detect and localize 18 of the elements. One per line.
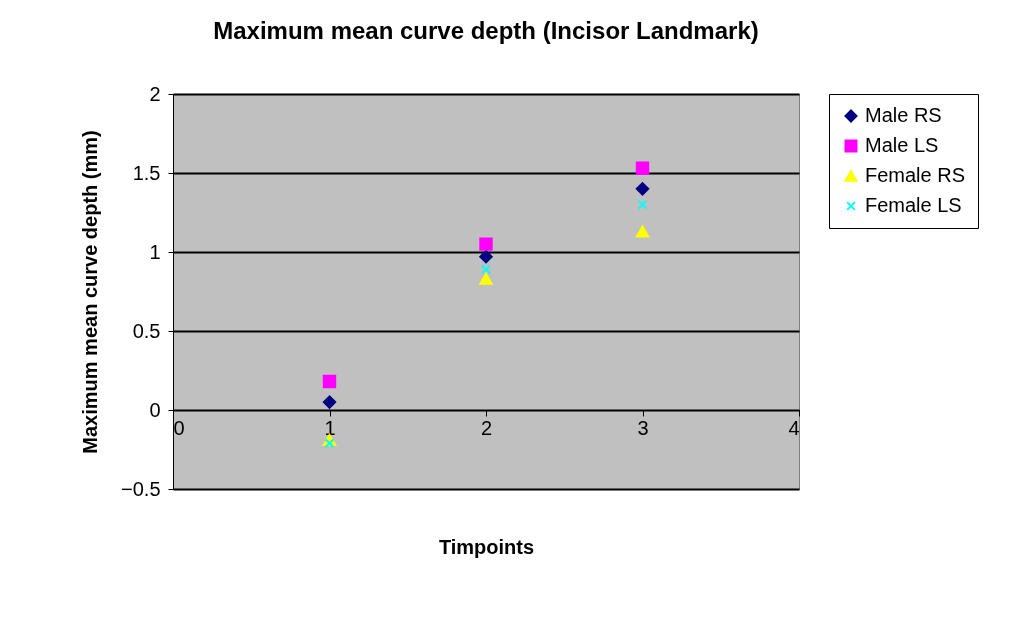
legend-label: Female RS bbox=[865, 164, 966, 186]
y-tick-label: −0.5 bbox=[121, 477, 161, 500]
x-axis-title: Timpoints bbox=[438, 535, 535, 558]
y-tick-label: 1 bbox=[149, 240, 161, 263]
y-axis-title: Maximum mean curve depth (mm) bbox=[79, 130, 102, 454]
y-tick-label: 0.5 bbox=[132, 319, 161, 342]
legend-label: Male LS bbox=[865, 134, 939, 156]
y-tick-label: 1.5 bbox=[132, 161, 161, 184]
chart-title: Maximum mean curve depth (Incisor Landmark) bbox=[213, 17, 759, 44]
y-tick-label: 2 bbox=[149, 82, 161, 105]
x-tick-label: 2 bbox=[480, 416, 493, 439]
legend-label: Female LS bbox=[865, 194, 962, 216]
legend-label: Male RS bbox=[865, 104, 942, 126]
x-tick-label: 0 bbox=[173, 416, 185, 439]
x-tick-label: 4 bbox=[788, 416, 800, 439]
y-tick-label: 0 bbox=[149, 398, 161, 421]
x-tick-label: 3 bbox=[637, 416, 649, 439]
x-tick-label: 1 bbox=[324, 416, 336, 439]
